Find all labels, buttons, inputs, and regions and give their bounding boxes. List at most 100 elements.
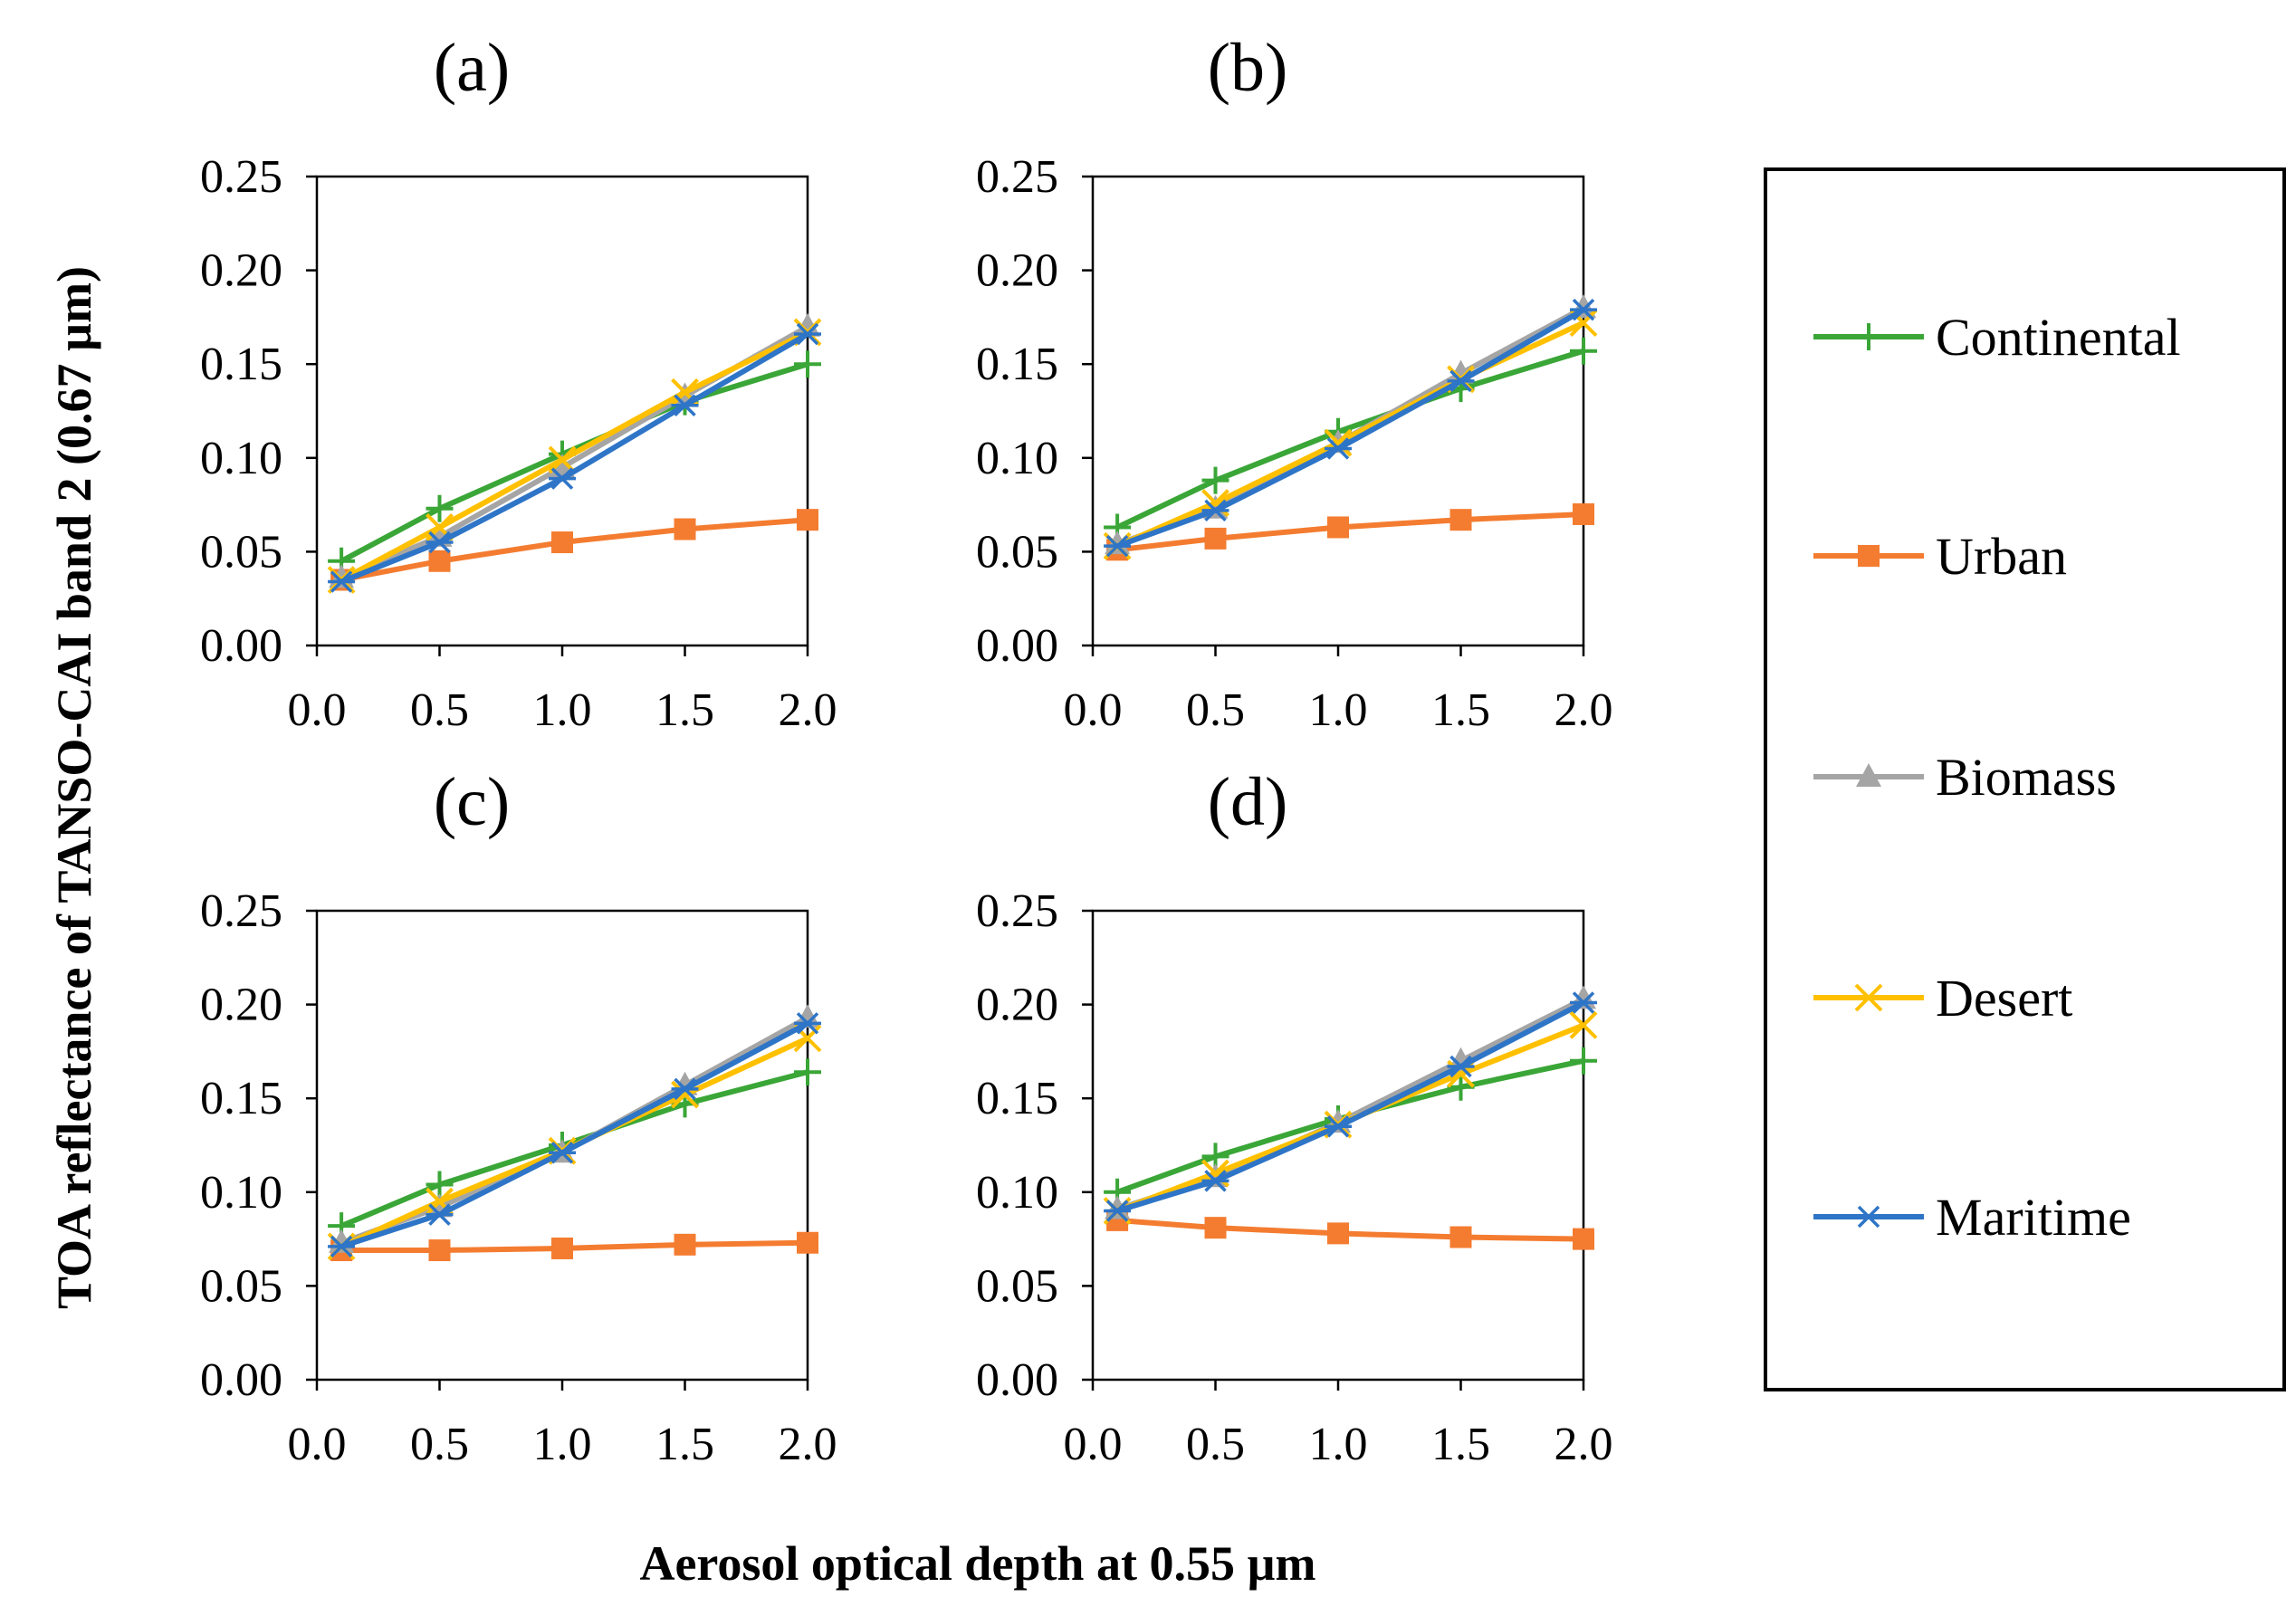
series-urban [330,1231,818,1262]
y-tick-label: 0.10 [976,433,1058,484]
y-tick-label: 0.10 [976,1167,1058,1219]
maritime-marker [1447,1055,1475,1078]
maritime-marker [671,394,699,417]
continental-marker [1201,466,1229,494]
x-tick-label: 1.5 [1431,1419,1490,1470]
series-urban [1106,502,1594,561]
series-maritime [1104,991,1597,1222]
biomass-line [340,1015,809,1246]
y-tick-label: 0.10 [200,433,282,484]
legend-desert-marker [1854,983,1883,1012]
x-axis-title: Aerosol optical depth at 0.55 µm [639,1536,1315,1591]
urban-marker [1573,502,1594,525]
biomass-line [1116,996,1585,1212]
maritime-marker [426,531,454,554]
y-tick-label: 0.00 [976,1354,1058,1406]
x-tick-label: 1.0 [1309,1419,1368,1470]
continental-marker [1447,1073,1475,1101]
series-maritime [328,1012,821,1258]
x-tick-label: 0.5 [410,684,469,736]
y-tick-label: 0.25 [200,151,282,203]
legend: Continental Urban Biomass Desert Maritime [1764,167,2286,1391]
panel-title: (a) [434,30,510,106]
y-tick-label: 0.00 [200,1354,282,1406]
panel-a: (a) 0.00 0.05 0.10 0.15 0.20 0.25 0.0 0.5 1.0 1.5 2… [200,30,837,736]
x-tick-label: 0.5 [1186,1419,1245,1470]
continental-marker [794,1058,821,1086]
y-tick-label: 0.25 [976,151,1058,203]
panel-title: (c) [434,764,510,840]
maritime-marker [1447,369,1475,393]
biomass-marker [1105,531,1131,555]
urban-marker [428,550,451,572]
x-tick-label: 2.0 [1555,684,1613,736]
maritime-marker [1201,1170,1229,1192]
urban-marker [1573,1228,1594,1250]
urban-marker [1449,1226,1472,1248]
continental-marker [1570,1047,1597,1075]
legend-label: Maritime [1936,1188,2131,1247]
maritime-marker [794,322,821,346]
y-tick-label: 0.00 [200,620,282,672]
urban-marker [797,509,818,531]
legend-item-maritime: Maritime [1813,1188,2131,1247]
x-tick-label: 1.5 [655,1419,714,1470]
x-tick-label: 0.0 [288,1419,347,1470]
panel-c: (c) 0.00 0.05 0.10 0.15 0.20 0.25 0.0 0.5 1.0 1.5 2… [200,764,837,1470]
x-tick-label: 0.0 [1064,684,1123,736]
urban-marker [1204,1217,1227,1239]
urban-marker [674,1233,696,1256]
series-maritime [328,322,821,593]
maritime-marker [671,1077,699,1101]
desert-line [340,1036,809,1249]
panel-d: (d) 0.00 0.05 0.10 0.15 0.20 0.25 0.0 0.5 1.0 1.5 2… [976,764,1613,1470]
maritime-marker [426,1203,454,1226]
biomass-marker [795,312,820,337]
y-tick-label: 0.05 [976,1260,1058,1312]
legend-label: Desert [1936,969,2072,1028]
maritime-marker [1325,1115,1352,1138]
maritime-marker [1570,991,1597,1014]
urban-marker [428,1239,451,1262]
y-tick-label: 0.20 [976,980,1058,1031]
legend-label: Continental [1936,308,2181,367]
x-tick-label: 1.5 [1431,684,1490,736]
series-biomass [329,1004,820,1253]
y-tick-label: 0.05 [976,526,1058,578]
y-tick-label: 0.05 [200,1260,282,1312]
y-tick-label: 0.15 [200,1073,282,1124]
maritime-marker [794,1012,821,1035]
urban-marker [797,1231,818,1254]
urban-marker [551,1237,573,1259]
plot-frame [315,175,809,647]
maritime-marker [328,570,356,593]
maritime-marker [549,1142,576,1164]
y-tick-label: 0.05 [200,526,282,578]
legend-continental-marker [1855,323,1882,350]
maritime-marker [549,467,576,490]
plot-frame [1091,175,1585,647]
maritime-marker [1325,437,1352,460]
legend-biomass-marker [1856,763,1881,787]
legend-maritime-marker [1855,1205,1882,1229]
urban-marker [1204,527,1227,550]
desert-marker [1569,1010,1598,1039]
y-tick-label: 0.10 [200,1167,282,1219]
urban-line [341,1239,808,1254]
legend-label: Biomass [1936,748,2117,807]
y-tick-label: 0.25 [976,885,1058,937]
x-tick-label: 1.0 [533,1419,592,1470]
desert-line [1115,320,1585,549]
biomass-marker [1105,1195,1131,1219]
panel-title: (d) [1208,764,1288,840]
y-tick-label: 0.15 [200,339,282,390]
x-tick-label: 0.0 [1064,1419,1123,1470]
urban-marker [674,518,696,540]
x-tick-label: 1.0 [1309,684,1368,736]
y-tick-label: 0.20 [200,980,282,1031]
x-tick-label: 0.5 [1186,684,1245,736]
urban-line [1116,1217,1584,1242]
y-tick-label: 0.15 [976,1073,1058,1124]
x-tick-label: 2.0 [1555,1419,1613,1470]
